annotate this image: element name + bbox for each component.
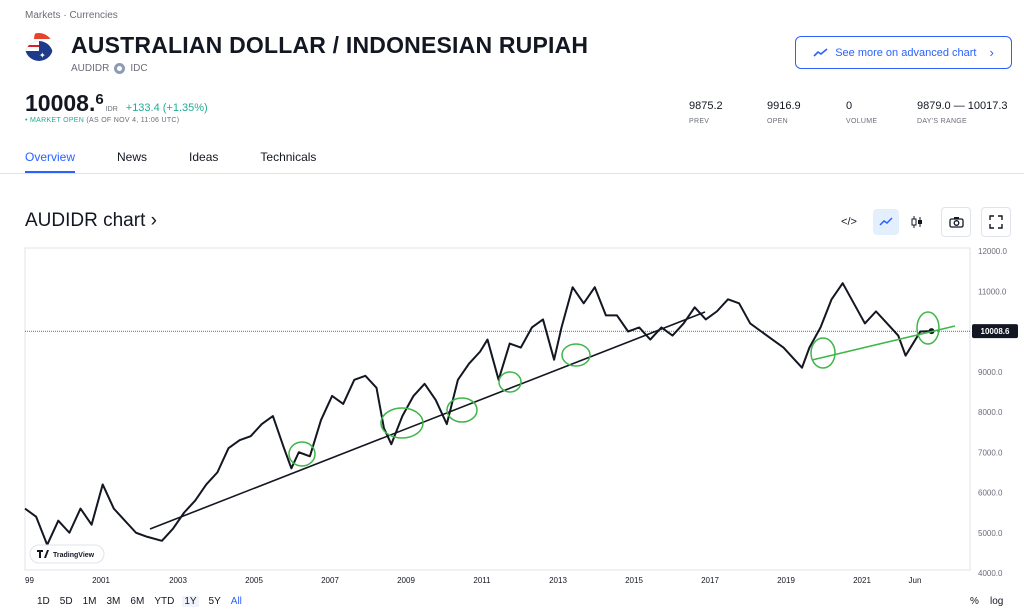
breadcrumb[interactable]: Markets · Currencies xyxy=(25,10,118,21)
chart-line-icon xyxy=(813,47,828,57)
trendline-black xyxy=(149,311,706,530)
x-tick-label: 99 xyxy=(25,576,34,585)
stat-volume: 0 VOLUME xyxy=(846,100,877,125)
embed-code-icon[interactable]: </> xyxy=(841,216,857,228)
stat-days-range: 9879.0 — 10017.3 DAY'S RANGE xyxy=(917,100,1008,125)
highlight-circle xyxy=(446,397,478,423)
camera-icon[interactable] xyxy=(941,207,971,237)
range-1y[interactable]: 1Y xyxy=(182,596,199,607)
tradingview-badge xyxy=(29,544,105,564)
y-tick-label: 5000.0 xyxy=(978,529,1003,538)
stat-value: 9916.9 xyxy=(767,100,801,112)
advanced-chart-button[interactable]: See more on advanced chart › xyxy=(795,36,1012,69)
fullscreen-icon[interactable] xyxy=(981,207,1011,237)
y-tick-label: 4000.0 xyxy=(978,569,1003,578)
range-1m[interactable]: 1M xyxy=(82,596,97,607)
chevron-right-icon: › xyxy=(989,45,994,60)
range-3m[interactable]: 3M xyxy=(106,596,121,607)
symbol-line: AUDIDR IDC xyxy=(71,63,148,74)
stat-value: 0 xyxy=(846,100,853,112)
range-all[interactable]: All xyxy=(230,596,242,607)
range-6m[interactable]: 6M xyxy=(130,596,145,607)
range-5d[interactable]: 5D xyxy=(59,596,73,607)
price-main: 10008. xyxy=(25,90,96,116)
highlight-circle xyxy=(810,337,836,369)
price-sup: 6 xyxy=(95,91,104,108)
market-open-badge: • MARKET OPEN xyxy=(25,117,85,124)
percent-scale-toggle[interactable]: % xyxy=(970,596,979,607)
stat-value: 9875.2 xyxy=(689,100,723,112)
x-tick-label: 2017 xyxy=(701,576,719,585)
y-tick-label: 11000.0 xyxy=(978,287,1007,296)
exchange-icon xyxy=(114,63,126,74)
price-change: +133.4 (+1.35%) xyxy=(125,102,208,114)
tab-bar: Overview News Ideas Technicals xyxy=(25,150,358,173)
currency-flag-icon xyxy=(25,33,53,61)
highlight-circle xyxy=(498,371,522,393)
log-scale-toggle[interactable]: log xyxy=(990,596,1004,607)
price-chart[interactable]: 12000.011000.010000.09000.08000.07000.06… xyxy=(0,240,1024,590)
stat-label: DAY'S RANGE xyxy=(917,118,968,125)
tab-overview[interactable]: Overview xyxy=(25,150,76,173)
highlight-circle xyxy=(380,407,424,439)
advanced-chart-label: See more on advanced chart xyxy=(835,46,977,59)
stat-prev: 9875.2 PREV xyxy=(689,100,723,125)
market-time: (AS OF NOV 4, 11:06 UTC) xyxy=(86,117,180,124)
candlestick-icon[interactable] xyxy=(904,209,930,235)
price-currency: IDR xyxy=(105,106,118,113)
chart-title-link[interactable]: AUDIDR chart › xyxy=(25,210,157,231)
x-tick-label: 2021 xyxy=(853,576,871,585)
y-tick-label: 12000.0 xyxy=(978,247,1007,256)
line-chart-icon[interactable] xyxy=(873,209,899,235)
last-price: 10008. 6 IDR +133.4 (+1.35%) xyxy=(25,90,208,117)
range-5y[interactable]: 5Y xyxy=(208,596,221,607)
market-status: • MARKET OPEN (AS OF NOV 4, 11:06 UTC) xyxy=(25,117,179,124)
highlight-circle xyxy=(916,311,940,345)
plot-frame xyxy=(24,247,971,571)
exchange-label: IDC xyxy=(130,63,148,74)
stat-label: PREV xyxy=(689,118,710,125)
y-tick-label: 9000.0 xyxy=(978,368,1003,377)
range-1d[interactable]: 1D xyxy=(37,596,50,607)
last-value-label: 10008.6 xyxy=(981,327,1010,336)
x-tick-label: Jun xyxy=(909,576,922,585)
x-tick-label: 2009 xyxy=(397,576,415,585)
range-selector: 1D 5D 1M 3M 6M YTD 1Y 5Y All xyxy=(37,596,252,607)
highlight-circle xyxy=(561,343,591,367)
page-title: AUSTRALIAN DOLLAR / INDONESIAN RUPIAH xyxy=(71,32,589,58)
stat-value: 9879.0 — 10017.3 xyxy=(917,100,1008,112)
range-ytd[interactable]: YTD xyxy=(154,596,175,607)
tab-ideas[interactable]: Ideas xyxy=(189,150,219,164)
x-tick-label: 2005 xyxy=(245,576,263,585)
price-series-line xyxy=(24,282,932,546)
stat-open: 9916.9 OPEN xyxy=(767,100,801,125)
x-tick-label: 2019 xyxy=(777,576,795,585)
x-tick-label: 2011 xyxy=(473,576,491,585)
tradingview-label: TradingView xyxy=(53,552,95,559)
trendline-green xyxy=(811,325,956,361)
y-tick-label: 7000.0 xyxy=(978,448,1003,457)
stat-label: OPEN xyxy=(767,118,789,125)
tabs-divider xyxy=(0,173,1024,174)
x-tick-label: 2001 xyxy=(92,576,110,585)
x-tick-label: 2015 xyxy=(625,576,643,585)
tab-technicals[interactable]: Technicals xyxy=(260,150,317,164)
tab-news[interactable]: News xyxy=(117,150,148,164)
symbol-label: AUDIDR xyxy=(71,63,110,74)
highlight-circle xyxy=(288,441,316,467)
stat-label: VOLUME xyxy=(846,118,878,125)
last-value-tag xyxy=(972,324,1018,339)
x-tick-label: 2003 xyxy=(169,576,187,585)
y-tick-label: 8000.0 xyxy=(978,408,1003,417)
x-tick-label: 2013 xyxy=(549,576,567,585)
tradingview-logo-icon xyxy=(37,550,49,558)
x-tick-label: 2007 xyxy=(321,576,339,585)
y-tick-label: 6000.0 xyxy=(978,489,1003,498)
